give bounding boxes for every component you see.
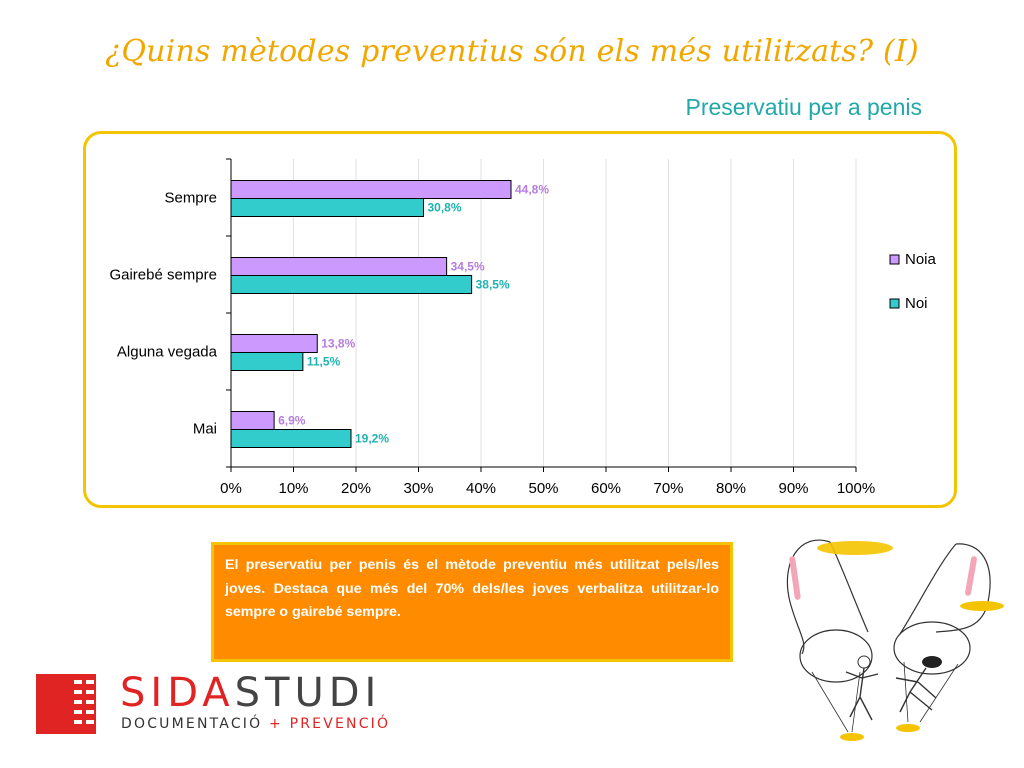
data-label: 6,9% (278, 414, 306, 428)
bar-noi (230, 429, 352, 448)
x-tick-label: 10% (278, 480, 308, 497)
x-tick-label: 40% (466, 480, 496, 497)
data-label: 44,8% (515, 183, 549, 197)
x-tick-label: 30% (403, 480, 433, 497)
bar-noia (230, 257, 448, 276)
data-label: 38,5% (476, 278, 510, 292)
bar-noi (230, 198, 424, 217)
data-label: 34,5% (451, 260, 485, 274)
x-tick-label: 60% (591, 480, 621, 497)
chart-subtitle: Preservatiu per a penis (685, 94, 922, 120)
legend-swatch (889, 254, 900, 265)
legend-label: Noia (905, 251, 937, 268)
note-text: El preservatiu per penis és el mètode pr… (225, 557, 719, 620)
data-label: 19,2% (355, 432, 389, 446)
logo-tagline: DOCUMENTACIÓ + PREVENCIÓ (121, 716, 391, 732)
condom-figures-illustration (786, 539, 1004, 741)
x-tick-label: 70% (653, 480, 683, 497)
bar-noia (230, 334, 318, 353)
bar-noia (230, 411, 275, 430)
bar-noi (230, 352, 304, 371)
logo-mark-icon (36, 674, 96, 734)
chart-frame: 0% 10% 20% 30% 40% 50% 60% 70% 80% 90% 100% Sempre 4… (83, 131, 957, 508)
x-tick-label: 0% (220, 480, 242, 497)
legend-swatch (889, 298, 900, 309)
data-label: 30,8% (428, 201, 462, 215)
page-title: ¿Quins mètodes preventius són els més ut… (105, 34, 919, 69)
sidastudi-logo: SIDASTUDI DOCUMENTACIÓ + PREVENCIÓ (36, 670, 396, 736)
x-tick-label: 80% (716, 480, 746, 497)
x-tick-label: 50% (528, 480, 558, 497)
bar-noia (230, 180, 512, 199)
note-box: El preservatiu per penis és el mètode pr… (211, 542, 733, 662)
category-label: Mai (193, 421, 217, 438)
category-label: Gairebé sempre (109, 267, 217, 284)
category-label: Alguna vegada (117, 344, 218, 361)
x-tick-label: 20% (341, 480, 371, 497)
category-label: Sempre (164, 190, 217, 207)
x-tick-label: 90% (778, 480, 808, 497)
bar-chart: 0% 10% 20% 30% 40% 50% 60% 70% 80% 90% 100% Sempre 4… (109, 158, 937, 497)
logo-name: SIDASTUDI (120, 670, 382, 716)
data-label: 13,8% (321, 337, 355, 351)
x-tick-label: 100% (837, 480, 875, 497)
data-label: 11,5% (307, 355, 341, 369)
legend-label: Noi (905, 295, 928, 312)
bar-noi (230, 275, 473, 294)
